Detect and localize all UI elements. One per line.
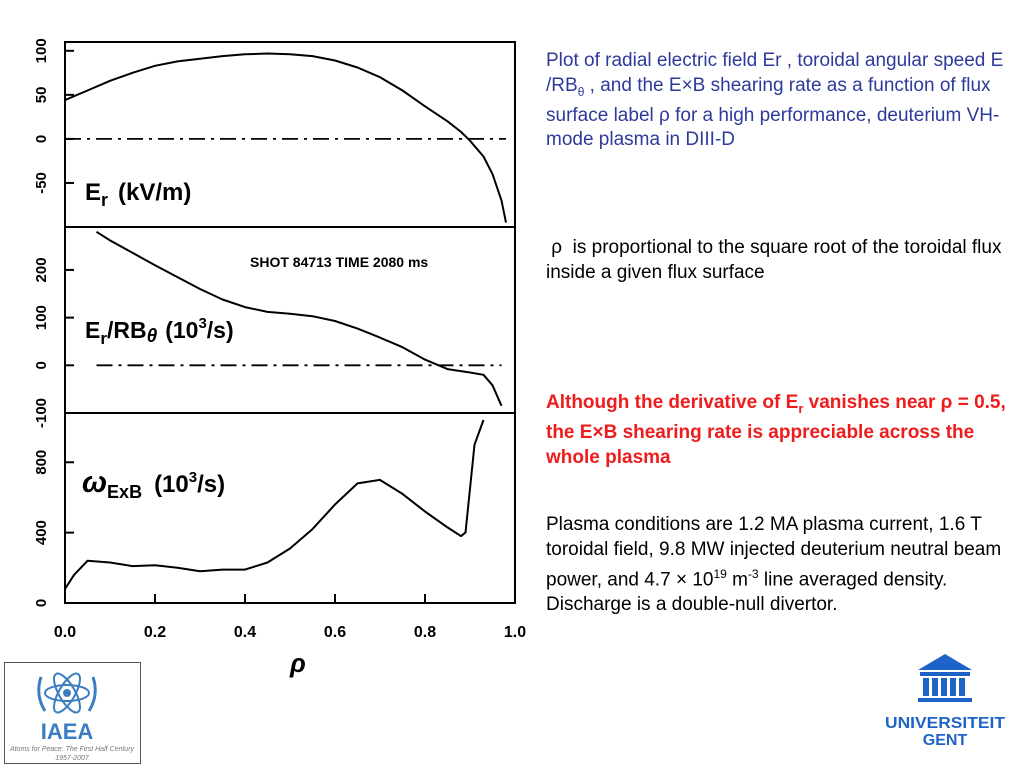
y-tick-label: 0: [33, 361, 50, 369]
iaea-wordmark: IAEA: [41, 719, 94, 744]
iaea-logo: IAEA Atoms for Peace: The First Half Cen…: [4, 662, 141, 764]
x-tick-label: 0.0: [54, 624, 76, 641]
x-tick-label: 0.4: [234, 624, 256, 641]
panel2-label: Er/RBθ (103/s): [85, 315, 234, 348]
panel1-label: Er (kV/m): [85, 179, 191, 210]
y-tick-label: 200: [33, 257, 50, 282]
panel3-label: ωExB (103/s): [82, 466, 225, 502]
iaea-years: 1957-2007: [55, 755, 90, 762]
y-tick-label: 0: [33, 599, 50, 607]
data-series-line: [64, 52, 507, 223]
y-tick-label: 0: [33, 135, 50, 143]
y-tick-label: -50: [33, 172, 50, 194]
iaea-motto: Atoms for Peace: The First Half Century: [9, 746, 135, 753]
y-tick-label: 100: [33, 305, 50, 330]
university-building-icon: [918, 654, 972, 702]
rho-definition-paragraph: ρ is proportional to the square root of …: [546, 237, 1007, 283]
y-tick-label: 50: [33, 87, 50, 104]
shot-annotation: SHOT 84713 TIME 2080 ms: [250, 254, 428, 270]
y-tick-label: 800: [33, 450, 50, 475]
x-tick-label: 0.8: [414, 624, 436, 641]
x-tick-label: 0.2: [144, 624, 166, 641]
data-series-line: [64, 419, 485, 590]
chart-figure: 100 50 0 -50 200 100 0 -100 800 400 0 0.0 0.2 0.4 0…: [33, 38, 526, 678]
description-paragraph: Plot of radial electric field Er , toroi…: [546, 50, 1004, 151]
x-axis-label: ρ: [289, 648, 306, 678]
y-tick-label: -100: [33, 398, 50, 428]
y-tick-label: 400: [33, 520, 50, 545]
x-tick-label: 1.0: [504, 624, 526, 641]
ugent-wordmark-line2: GENT: [923, 732, 968, 749]
ugent-wordmark-line1: UNIVERSITEIT: [885, 715, 1005, 732]
y-tick-label: 100: [33, 38, 50, 63]
conditions-paragraph: Plasma conditions are 1.2 MA plasma curr…: [546, 514, 1002, 615]
ugent-logo: UNIVERSITEIT GENT: [880, 650, 1010, 760]
data-series-line: [95, 230, 503, 407]
x-tick-label: 0.6: [324, 624, 346, 641]
atom-icon: [37, 672, 97, 714]
panel-omega-frame: [64, 412, 516, 604]
highlight-paragraph: Although the derivative of Er vanishes n…: [546, 392, 1006, 468]
